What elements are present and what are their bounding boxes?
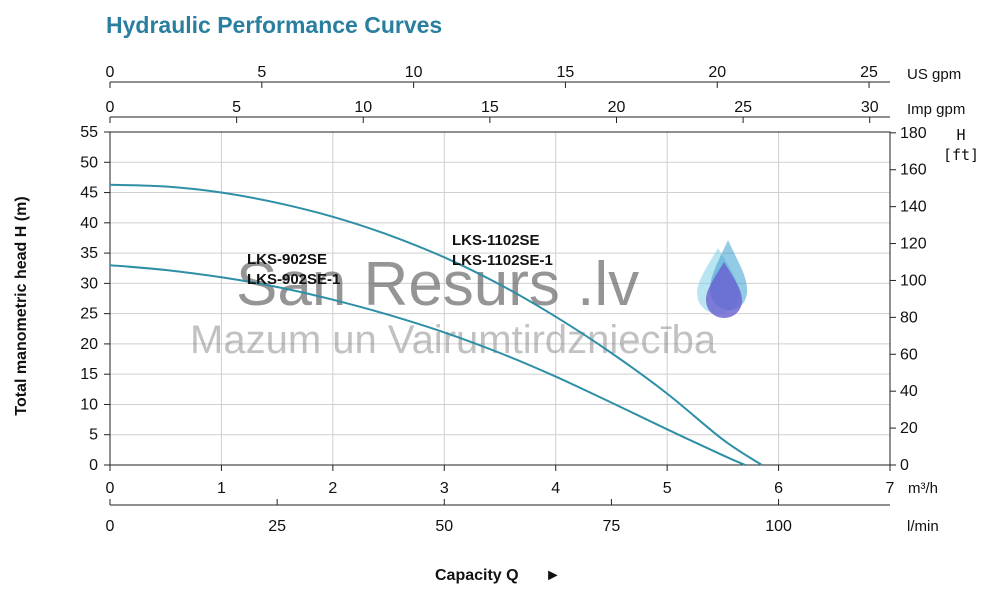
series	[109, 183, 763, 466]
y2-tick-label: 80	[900, 309, 918, 326]
y2-tick-label: 100	[900, 272, 927, 289]
series-label-lks-902se: LKS-902SE	[247, 251, 327, 268]
y2-tick-label: 0	[900, 457, 909, 474]
y2-tick-label: 40	[900, 383, 918, 400]
y-tick-label: 25	[80, 306, 98, 323]
x-tick-label: 0	[106, 480, 115, 497]
y-tick-label: 30	[80, 275, 98, 292]
y-tick-label: 10	[80, 396, 98, 413]
imp-gpm-tick-label: 25	[734, 99, 752, 116]
y2-axis-unit-h: H	[956, 126, 965, 144]
y2-tick-label: 20	[900, 420, 918, 437]
y-tick-label: 5	[89, 427, 98, 444]
y2-axis-unit-ft: [ft]	[943, 146, 979, 164]
imp-gpm-tick-label: 20	[608, 99, 626, 116]
y-tick-label: 35	[80, 245, 98, 262]
l-min-tick-label: 75	[603, 518, 621, 535]
us-gpm-tick-label: 10	[405, 64, 423, 81]
series-label-lks-1102se-1: LKS-1102SE-1	[452, 252, 553, 269]
imp-gpm-tick-label: 0	[106, 99, 115, 116]
l-min-tick-label: 50	[435, 518, 453, 535]
tick-labels: 0510152025303540455055020406080100120140…	[80, 64, 965, 535]
y-tick-label: 40	[80, 215, 98, 232]
x-tick-label: 3	[440, 480, 449, 497]
x-axis-title: Capacity Q	[435, 567, 519, 584]
plot-frame	[109, 131, 891, 466]
l-min-tick-label: 100	[765, 518, 792, 535]
imp-gpm-axis-unit: Imp gpm	[907, 101, 965, 118]
us-gpm-tick-label: 15	[557, 64, 575, 81]
y2-tick-label: 140	[900, 199, 927, 216]
y-tick-label: 45	[80, 185, 98, 202]
series-label-lks-902se-1: LKS-902SE-1	[247, 271, 340, 288]
watermark: San Resurs .lv Mazum un Vairumtirdzniecī…	[190, 240, 748, 362]
y2-tick-label: 180	[900, 125, 927, 142]
y-tick-label: 50	[80, 154, 98, 171]
axes	[104, 81, 896, 506]
us-gpm-axis-unit: US gpm	[907, 66, 961, 83]
x-tick-label: 1	[217, 480, 226, 497]
watermark-tagline: Mazum un Vairumtirdzniecība	[190, 318, 717, 362]
grid	[109, 131, 891, 466]
y-axis-title: Total manometric head H (m)	[13, 196, 30, 415]
series-label-lks-1102se: LKS-1102SE	[452, 232, 540, 249]
x-axis-unit: m³/h	[908, 480, 938, 497]
imp-gpm-tick-label: 30	[861, 99, 879, 116]
y-tick-label: 55	[80, 124, 98, 141]
y-tick-label: 20	[80, 336, 98, 353]
imp-gpm-tick-label: 15	[481, 99, 499, 116]
y2-tick-label: 160	[900, 162, 927, 179]
y-tick-label: 15	[80, 366, 98, 383]
y2-tick-label: 60	[900, 346, 918, 363]
l-min-tick-label: 25	[268, 518, 286, 535]
us-gpm-tick-label: 25	[860, 64, 878, 81]
us-gpm-tick-label: 5	[257, 64, 266, 81]
x-tick-label: 4	[551, 480, 560, 497]
imp-gpm-tick-label: 10	[354, 99, 372, 116]
x-tick-label: 5	[663, 480, 672, 497]
y2-tick-label: 120	[900, 236, 927, 253]
chart-title: Hydraulic Performance Curves	[106, 12, 442, 38]
x-tick-label: 2	[328, 480, 337, 497]
x-axis-arrow-icon: ►	[545, 567, 561, 584]
water-drop-icon	[697, 240, 748, 318]
x-tick-label: 7	[886, 480, 895, 497]
series-line-1	[109, 264, 746, 466]
series-line-0	[109, 183, 763, 466]
l-min-axis-unit: l/min	[907, 518, 939, 535]
y-tick-label: 0	[89, 457, 98, 474]
x-tick-label: 6	[774, 480, 783, 497]
us-gpm-tick-label: 20	[708, 64, 726, 81]
watermark-brand: San Resurs .lv	[236, 250, 639, 319]
us-gpm-tick-label: 0	[106, 64, 115, 81]
imp-gpm-tick-label: 5	[232, 99, 241, 116]
l-min-tick-label: 0	[106, 518, 115, 535]
